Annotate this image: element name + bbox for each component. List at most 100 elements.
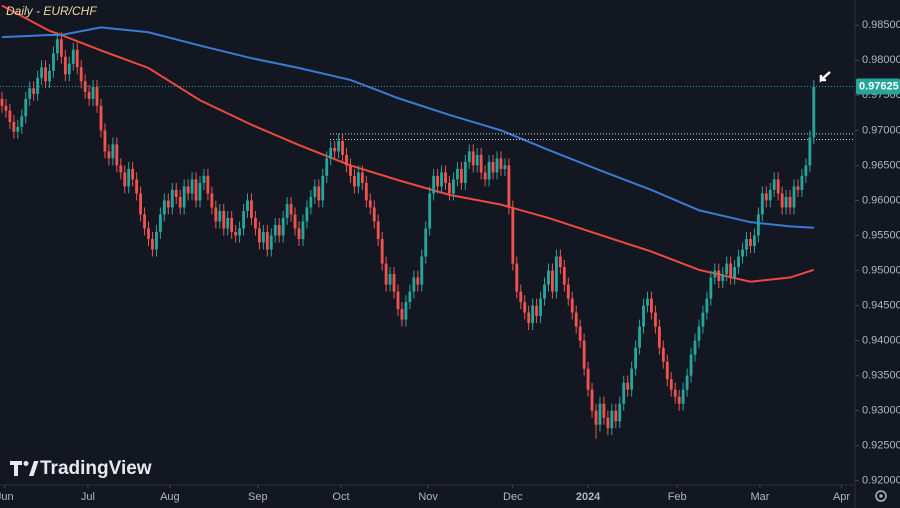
candle-body	[20, 116, 24, 127]
candle-body	[353, 175, 356, 187]
settings-icon[interactable]	[875, 490, 887, 502]
candle-body	[463, 161, 467, 183]
candle-body	[325, 158, 329, 176]
candle-body	[91, 86, 95, 99]
candle-body	[151, 238, 154, 250]
candle-body	[796, 186, 800, 190]
candle-body	[455, 168, 459, 180]
candle-body	[471, 151, 475, 166]
candle-body	[792, 186, 796, 208]
candle-body	[12, 121, 16, 132]
candle-body	[265, 231, 269, 250]
candle-body	[95, 86, 99, 106]
candle-body	[697, 326, 701, 341]
candle-body	[745, 238, 748, 250]
y-tick-label: 0.96000	[862, 194, 900, 206]
candle-body	[186, 186, 190, 194]
candle-body	[380, 238, 384, 264]
candle-body	[87, 91, 91, 99]
candle-body	[52, 53, 55, 71]
candle-body	[67, 63, 71, 75]
candle-body	[396, 291, 400, 310]
candle-body	[737, 256, 740, 268]
logo-icon	[29, 461, 39, 476]
candle-body	[610, 410, 614, 429]
candle-body	[424, 228, 428, 257]
candle-body	[111, 144, 115, 159]
candle-body	[305, 207, 309, 222]
candle-body	[677, 396, 681, 404]
candle-body	[0, 98, 4, 106]
candle-body	[170, 189, 174, 208]
candle-body	[301, 221, 305, 239]
candle-body	[788, 196, 792, 208]
x-tick-label: Oct	[332, 491, 349, 503]
candle-body	[8, 110, 12, 122]
candle-body	[408, 291, 412, 303]
candle-body	[388, 274, 392, 285]
candle-body	[523, 302, 527, 313]
candle-body	[329, 147, 333, 159]
candle-body	[337, 140, 341, 152]
candle-body	[527, 312, 531, 324]
candle-body	[606, 417, 610, 429]
last-price-box	[856, 78, 900, 95]
candle-body	[479, 154, 483, 173]
candle-body	[436, 175, 440, 187]
candle-body	[729, 263, 733, 278]
y-tick-label: 0.94000	[862, 335, 900, 347]
candle-body	[214, 207, 218, 222]
candle-body	[218, 210, 222, 222]
y-tick-label: 0.96500	[862, 159, 900, 171]
settings-icon[interactable]	[879, 494, 883, 498]
candle-body	[657, 326, 661, 348]
candle-body	[345, 154, 348, 166]
candle-body	[155, 231, 158, 250]
candle-body	[669, 379, 673, 390]
candle-body	[139, 193, 143, 215]
candle-body	[558, 256, 562, 268]
candle-body	[202, 175, 206, 183]
arrow-annotation	[819, 71, 831, 83]
candle-body	[756, 214, 760, 236]
candle-body	[590, 389, 594, 411]
candle-body	[226, 217, 230, 229]
candle-body	[107, 151, 111, 159]
candle-body	[44, 67, 47, 82]
candle-body	[238, 228, 242, 236]
candle-body	[475, 154, 479, 166]
candle-body	[459, 168, 463, 183]
candle-body	[503, 165, 507, 169]
candle-body	[432, 175, 436, 194]
candle-body	[594, 410, 598, 425]
candle-body	[452, 179, 455, 194]
candle-body	[440, 172, 443, 187]
x-tick-label: Nov	[418, 491, 438, 503]
candle-body	[487, 161, 491, 180]
x-tick-label: Aug	[160, 491, 180, 503]
candle-body	[55, 39, 59, 54]
candle-body	[36, 77, 40, 94]
candle-body	[194, 179, 198, 201]
y-tick-label: 0.98500	[862, 19, 900, 31]
candle-body	[313, 186, 317, 197]
candle-body	[364, 182, 368, 201]
candle-body	[780, 193, 784, 208]
candle-body	[24, 98, 28, 117]
settings-icon[interactable]	[875, 490, 887, 502]
candle-body	[638, 326, 641, 348]
x-tick-label: Sep	[248, 491, 268, 503]
candle-body	[115, 144, 119, 166]
candle-body	[119, 165, 123, 173]
y-tick-label: 0.93000	[862, 405, 900, 417]
y-tick-label: 0.97000	[862, 124, 900, 136]
candle-body	[570, 298, 574, 313]
candle-body	[63, 56, 67, 75]
candle-body	[574, 312, 578, 327]
candle-body	[578, 326, 582, 341]
candle-body	[254, 217, 257, 229]
logo-icon	[10, 461, 22, 476]
candle-body	[598, 403, 602, 425]
candle-body	[416, 277, 420, 285]
